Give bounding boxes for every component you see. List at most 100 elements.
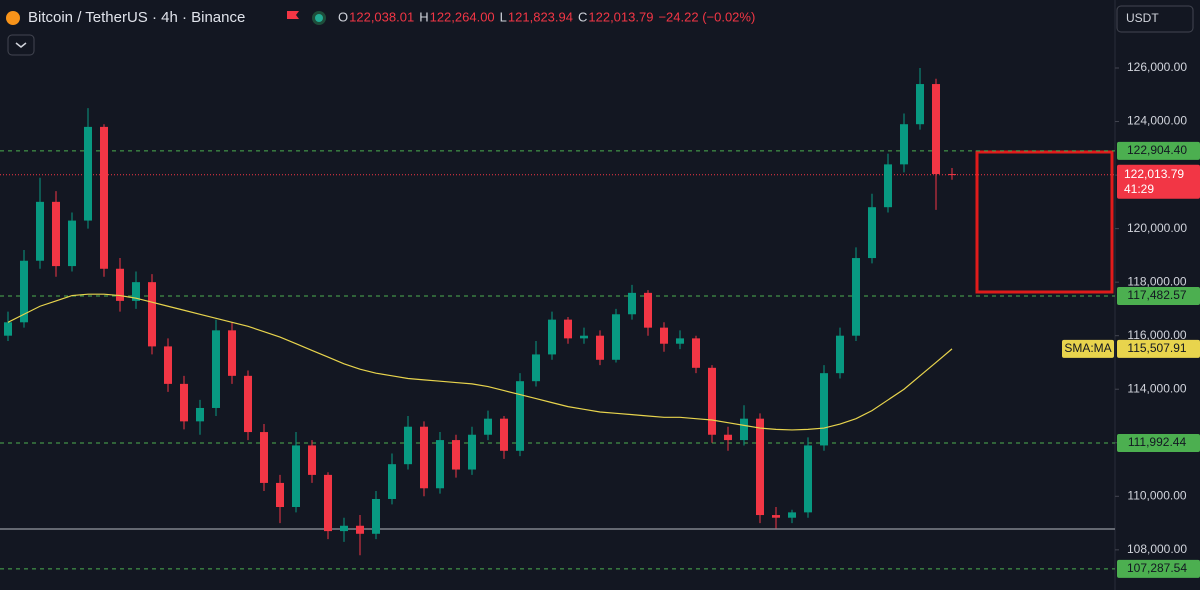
candle-body xyxy=(452,440,460,470)
candle-body xyxy=(900,124,908,165)
candle-body xyxy=(20,260,28,323)
countdown-label: 41:29 xyxy=(1124,182,1154,196)
candle-body xyxy=(68,220,76,267)
candle-body xyxy=(292,445,300,508)
candle-body xyxy=(628,292,636,315)
candle-body xyxy=(804,445,812,513)
candle-body xyxy=(356,525,364,534)
candle-body xyxy=(116,268,124,301)
ohlc-key: O xyxy=(338,9,348,24)
sma-badge xyxy=(1117,339,1200,358)
candle-body xyxy=(516,381,524,451)
candle-body xyxy=(548,319,556,355)
ohlc-value: 122,038.01 xyxy=(349,9,414,24)
sma-value-label: 115,507.91 xyxy=(1127,341,1186,355)
current-badge xyxy=(1117,164,1200,199)
coin-icon xyxy=(6,11,20,25)
sma-line xyxy=(7,293,953,431)
level-label: 117,482.57 xyxy=(1127,288,1186,302)
y-tick-label: 110,000.00 xyxy=(1127,488,1186,502)
level-label: 107,287.54 xyxy=(1127,561,1187,575)
candle-body xyxy=(852,258,860,336)
candle-body xyxy=(228,330,236,376)
candle-body xyxy=(484,418,492,435)
ohlc-value: 121,823.94 xyxy=(508,9,573,24)
candle-body xyxy=(644,292,652,328)
y-tick-label: 120,000.00 xyxy=(1127,221,1187,235)
y-tick-label: 126,000.00 xyxy=(1127,60,1187,74)
candle-body xyxy=(580,335,588,339)
ohlc-key: L xyxy=(500,9,507,24)
chart-title: Bitcoin / TetherUS · 4h · Binance xyxy=(28,9,245,26)
chevron-icon xyxy=(15,42,27,48)
y-tick-label: 124,000.00 xyxy=(1127,114,1187,128)
candle-body xyxy=(916,84,924,125)
ohlc-value: 122,013.79 xyxy=(588,9,653,24)
candle-body xyxy=(660,327,668,344)
currency-label: USDT xyxy=(1126,11,1159,25)
candle-body xyxy=(676,338,684,344)
ohlc-key: H xyxy=(419,9,428,24)
candle-body xyxy=(388,464,396,499)
collapse-button[interactable] xyxy=(7,34,35,56)
candle-body xyxy=(100,126,108,269)
candle-body xyxy=(612,314,620,360)
candle-body xyxy=(436,440,444,489)
candle-body xyxy=(260,432,268,483)
candle-body xyxy=(692,338,700,368)
candle-body xyxy=(868,207,876,259)
candle-body xyxy=(740,418,748,441)
candle-body xyxy=(708,367,716,435)
current-label: 122,013.79 xyxy=(1124,167,1184,181)
candle-body xyxy=(372,498,380,534)
y-tick-label: 116,000.00 xyxy=(1127,328,1186,342)
candle-body xyxy=(884,164,892,208)
level-badge xyxy=(1117,141,1200,160)
candle-body xyxy=(500,418,508,451)
candle-body xyxy=(180,383,188,422)
candle-body xyxy=(420,426,428,489)
price-change: −24.22 (−0.02%) xyxy=(658,9,755,24)
y-tick-label: 108,000.00 xyxy=(1127,542,1187,556)
level-badge xyxy=(1117,287,1200,306)
candle-body xyxy=(836,335,844,374)
currency-button[interactable] xyxy=(1116,5,1194,33)
candle-body xyxy=(4,322,12,336)
flag-icon[interactable] xyxy=(287,11,299,19)
candle-body xyxy=(596,335,604,360)
candle-body xyxy=(932,84,940,175)
candle-body xyxy=(772,515,780,518)
level-badge xyxy=(1117,559,1200,578)
y-tick-label: 118,000.00 xyxy=(1127,274,1186,288)
ohlc-key: C xyxy=(578,9,587,24)
candle-body xyxy=(468,434,476,470)
y-tick-label: 114,000.00 xyxy=(1127,381,1186,395)
candle-body xyxy=(820,373,828,446)
candle-body xyxy=(84,126,92,221)
candle-body xyxy=(948,174,956,176)
candle-body xyxy=(532,354,540,382)
status-dot xyxy=(315,14,323,22)
candle-body xyxy=(212,330,220,408)
candle-body xyxy=(756,418,764,516)
sma-name: SMA:MA xyxy=(1064,341,1111,355)
candle-body xyxy=(148,282,156,347)
candle-body xyxy=(308,445,316,475)
candle-body xyxy=(36,201,44,261)
candle-body xyxy=(132,282,140,301)
sma-name-badge xyxy=(1062,339,1114,358)
candle-body xyxy=(324,474,332,532)
candle-body xyxy=(52,201,60,267)
annotation-box xyxy=(975,150,1114,294)
candle-body xyxy=(276,482,284,508)
candle-body xyxy=(164,346,172,384)
ohlc-value: 122,264.00 xyxy=(430,9,495,24)
ohlc-header: O 122,038.01 H 122,264.00 L 121,823.94 C 122,01… xyxy=(338,9,755,24)
level-label: 122,904.40 xyxy=(1127,143,1187,157)
candle-body xyxy=(340,525,348,532)
candle-body xyxy=(196,407,204,422)
level-badge xyxy=(1117,433,1200,452)
